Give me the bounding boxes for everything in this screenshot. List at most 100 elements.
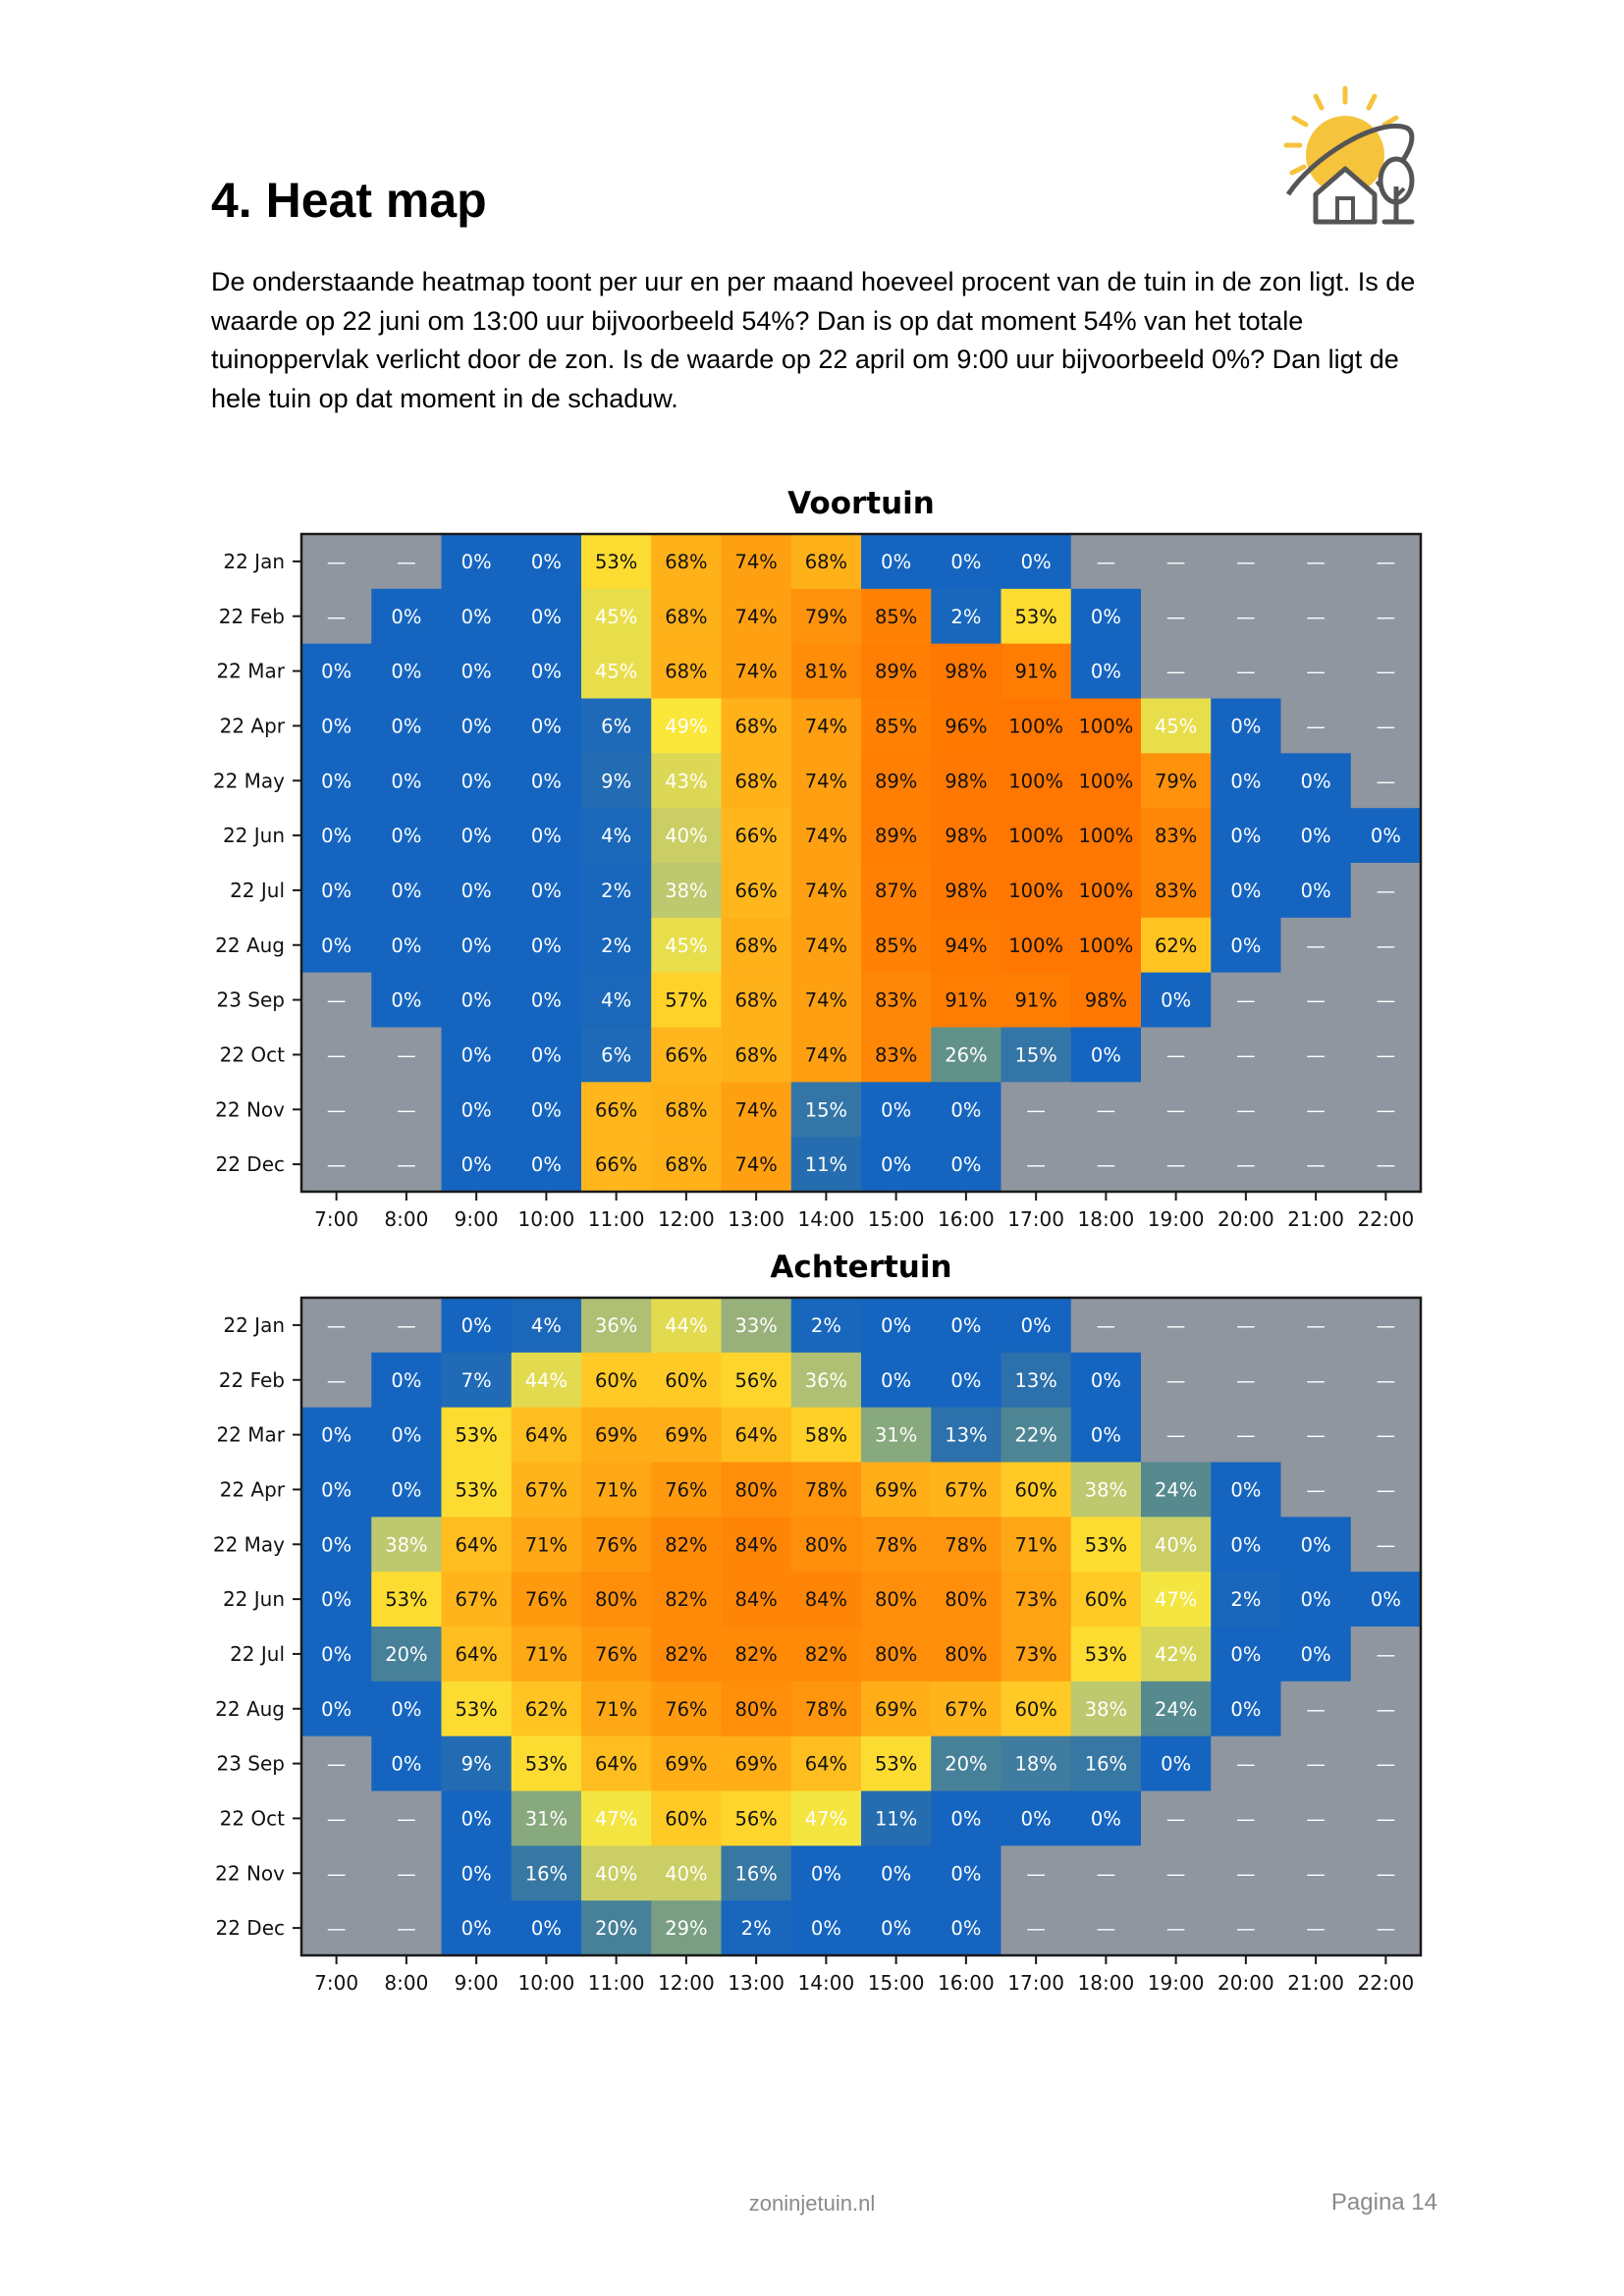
- cell-value-label: —: [1306, 1753, 1326, 1776]
- heatmap-cell: [1211, 1027, 1282, 1083]
- heatmap-cell: [1001, 917, 1072, 974]
- cell-value-label: 68%: [665, 1153, 707, 1176]
- heatmap-cell: [441, 1137, 513, 1193]
- cell-value-label: —: [397, 1098, 416, 1121]
- heatmap-cell: [371, 1627, 443, 1682]
- cell-value-label: 98%: [945, 825, 987, 847]
- cell-value-label: 0%: [881, 1862, 911, 1885]
- cell-value-label: 0%: [531, 1917, 562, 1940]
- cell-value-label: 80%: [734, 1698, 777, 1721]
- cell-value-label: 89%: [875, 661, 917, 683]
- cell-value-label: —: [1236, 1862, 1256, 1885]
- heatmap-cell: [721, 972, 792, 1029]
- cell-value-label: 69%: [875, 1478, 917, 1501]
- heatmap-cell: [301, 1462, 372, 1518]
- cell-value-label: 73%: [1014, 1643, 1056, 1666]
- cell-value-label: 68%: [665, 551, 707, 573]
- heatmap-cell: [1141, 863, 1212, 919]
- heatmap-cell: [301, 1517, 372, 1573]
- heatmap-cell: [371, 698, 443, 754]
- heatmap-cell: [301, 643, 372, 700]
- cell-value-label: 0%: [461, 715, 492, 737]
- heatmap-cell: [371, 1137, 443, 1193]
- heatmap-cell: [861, 588, 932, 645]
- cell-value-label: 68%: [734, 934, 777, 957]
- heatmap-cell: [721, 1845, 792, 1901]
- heatmap-cell: [441, 1027, 513, 1083]
- cell-value-label: 68%: [665, 1098, 707, 1121]
- heatmap-cell: [1070, 1790, 1142, 1846]
- heatmap-cell: [441, 1900, 513, 1956]
- cell-value-label: 0%: [461, 880, 492, 902]
- heatmap-cell: [1350, 972, 1422, 1029]
- cell-value-label: 20%: [945, 1753, 987, 1776]
- cell-value-label: 0%: [1301, 825, 1331, 847]
- heatmap-cell: [1280, 1137, 1352, 1193]
- heatmap-cell: [1070, 1462, 1142, 1518]
- cell-value-label: 66%: [734, 880, 777, 902]
- cell-value-label: 0%: [1230, 1533, 1261, 1556]
- cell-value-label: 47%: [595, 1807, 637, 1830]
- heatmap-cell: [1070, 1845, 1142, 1901]
- heatmap-cell: [1211, 917, 1282, 974]
- heatmap-cell: [441, 863, 513, 919]
- cell-value-label: 69%: [875, 1698, 917, 1721]
- heatmap-cell: [861, 1517, 932, 1573]
- cell-value-label: 80%: [875, 1643, 917, 1666]
- heatmap-cell: [1141, 1572, 1212, 1628]
- cell-value-label: 0%: [391, 825, 421, 847]
- heatmap-cell: [931, 863, 1002, 919]
- heatmap-cell: [861, 534, 932, 590]
- heatmap-cell: [651, 808, 723, 864]
- cell-value-label: —: [1377, 606, 1396, 628]
- heatmap-cell: [1001, 698, 1072, 754]
- cell-value-label: —: [1236, 551, 1256, 573]
- cell-value-label: 24%: [1155, 1478, 1197, 1501]
- heatmap-cell: [441, 534, 513, 590]
- cell-value-label: 68%: [734, 989, 777, 1012]
- heatmap-cell: [1001, 1735, 1072, 1792]
- cell-value-label: —: [1306, 1043, 1326, 1066]
- heatmap-cell: [651, 1298, 723, 1354]
- page-title: 4. Heat map: [211, 173, 487, 228]
- heatmap-cell: [1350, 1082, 1422, 1138]
- heatmap-cell: [511, 1462, 582, 1518]
- cell-value-label: 0%: [881, 1098, 911, 1121]
- heatmap-cell: [1280, 972, 1352, 1029]
- heatmap-cell: [1280, 1681, 1352, 1737]
- heatmap-cell: [721, 1082, 792, 1138]
- heatmap-cell: [511, 1900, 582, 1956]
- cell-value-label: 94%: [945, 934, 987, 957]
- heatmap-cell: [1211, 534, 1282, 590]
- cell-value-label: 0%: [461, 661, 492, 683]
- cell-value-label: 15%: [805, 1098, 847, 1121]
- plot-frame: [299, 1296, 1423, 1957]
- heatmap-cell: [1350, 1681, 1422, 1737]
- cell-value-label: 85%: [875, 715, 917, 737]
- y-tick-label: 22 Nov: [215, 1861, 285, 1885]
- cell-value-label: —: [1166, 551, 1186, 573]
- heatmap-cell: [1001, 534, 1072, 590]
- cell-value-label: 38%: [1085, 1698, 1127, 1721]
- cell-value-label: 45%: [665, 934, 707, 957]
- cell-value-label: —: [1166, 1917, 1186, 1940]
- heatmap-cell: [861, 1082, 932, 1138]
- cell-value-label: 0%: [1301, 880, 1331, 902]
- heatmap-cell: [1280, 808, 1352, 864]
- heatmap-cell: [721, 1735, 792, 1792]
- cell-value-label: 84%: [734, 1588, 777, 1611]
- heatmap-cell: [861, 1900, 932, 1956]
- intro-paragraph: De onderstaande heatmap toont per uur en…: [211, 267, 1416, 413]
- cell-value-label: 0%: [1230, 1478, 1261, 1501]
- heatmap-cell: [1211, 643, 1282, 700]
- heatmap-cell: [1280, 1627, 1352, 1682]
- x-tick-label: 18:00: [1078, 1207, 1135, 1231]
- cell-value-label: 0%: [1301, 1533, 1331, 1556]
- cell-value-label: 11%: [805, 1153, 847, 1176]
- heatmap-cell: [1350, 1845, 1422, 1901]
- cell-value-label: —: [1377, 1862, 1396, 1885]
- heatmap-cell: [1350, 1462, 1422, 1518]
- cell-value-label: 76%: [665, 1478, 707, 1501]
- heatmap-cell: [511, 698, 582, 754]
- cell-value-label: 13%: [945, 1424, 987, 1447]
